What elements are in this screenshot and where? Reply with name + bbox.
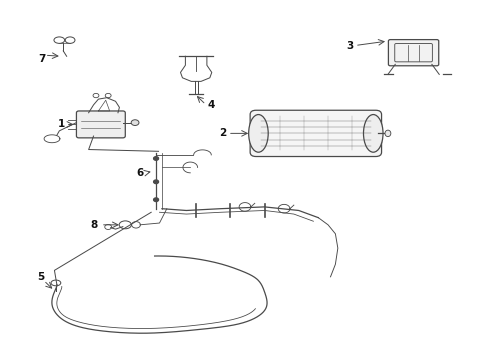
Ellipse shape [248,114,268,152]
Circle shape [154,157,159,160]
Text: 5: 5 [37,272,45,282]
Text: 8: 8 [90,220,97,230]
FancyBboxPatch shape [250,110,382,157]
Ellipse shape [385,130,391,136]
Circle shape [154,180,159,184]
Text: 6: 6 [136,168,144,178]
Ellipse shape [131,120,139,126]
Text: 3: 3 [346,41,354,50]
Text: 1: 1 [58,120,65,129]
FancyBboxPatch shape [76,111,125,138]
Ellipse shape [364,114,383,152]
FancyBboxPatch shape [389,40,439,66]
Text: 7: 7 [39,54,46,64]
Text: 4: 4 [207,100,215,110]
Text: 2: 2 [220,129,227,138]
Circle shape [154,198,159,202]
